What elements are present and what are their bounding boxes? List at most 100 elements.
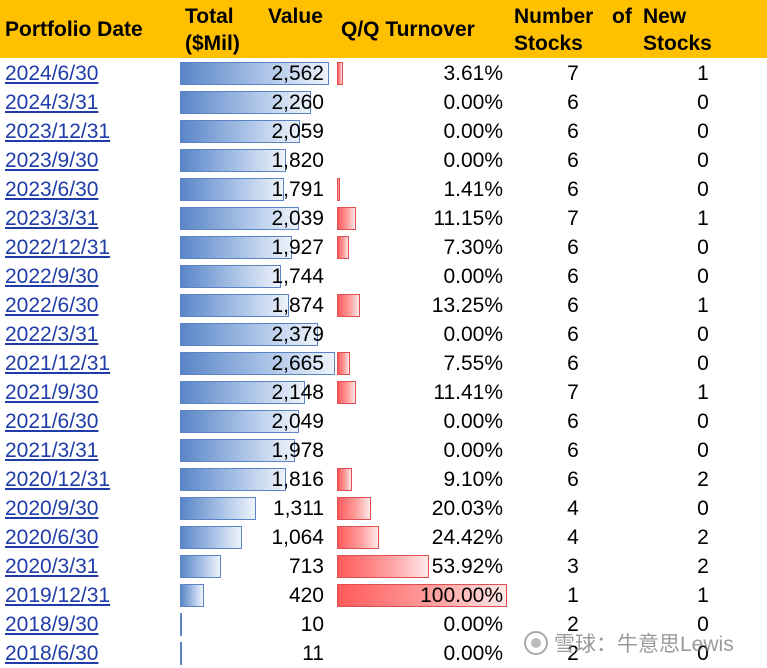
portfolio-date-link[interactable]: 2019/12/31 [5, 584, 111, 607]
portfolio-date-link[interactable]: 2024/6/30 [5, 62, 99, 85]
turnover-value: 11.41% [433, 381, 503, 404]
table-row: 2021/3/31 1,978 0.00% 6 0 [0, 436, 767, 465]
number-of-stocks: 6 [567, 149, 579, 172]
portfolio-date-link[interactable]: 2018/6/30 [5, 642, 99, 665]
total-value: 1,816 [271, 468, 324, 491]
portfolio-date-link[interactable]: 2021/12/31 [5, 352, 111, 375]
turnover-value: 0.00% [443, 439, 503, 462]
table-row: 2024/3/31 2,260 0.00% 6 0 [0, 88, 767, 117]
number-of-stocks: 6 [567, 265, 579, 288]
header-turnover: Q/Q Turnover [341, 18, 475, 41]
turnover-value: 0.00% [443, 120, 503, 143]
watermark: 雪球：牛意思Lewis [524, 626, 734, 660]
turnover-value: 13.25% [431, 294, 503, 317]
value-bar [180, 526, 242, 549]
turnover-value: 0.00% [443, 410, 503, 433]
value-bar [180, 178, 284, 201]
portfolio-date-link[interactable]: 2021/6/30 [5, 410, 99, 433]
turnover-value: 11.15% [433, 207, 503, 230]
number-of-stocks: 7 [567, 62, 579, 85]
value-bar [180, 439, 295, 462]
turnover-bar [337, 468, 352, 491]
turnover-value: 24.42% [431, 526, 503, 549]
value-bar [180, 207, 299, 230]
turnover-bar [337, 497, 371, 520]
table-row: 2023/6/30 1,791 1.41% 6 0 [0, 175, 767, 204]
new-stocks: 0 [697, 178, 709, 201]
table-row: 2021/9/30 2,148 11.41% 7 1 [0, 378, 767, 407]
table-row: 2022/6/30 1,874 13.25% 6 1 [0, 291, 767, 320]
header-stocks: Stocks [514, 32, 583, 55]
turnover-value: 3.61% [443, 62, 503, 85]
total-value: 713 [288, 555, 324, 578]
turnover-value: 7.30% [443, 236, 503, 259]
new-stocks: 0 [697, 642, 709, 665]
portfolio-date-link[interactable]: 2021/9/30 [5, 381, 99, 404]
new-stocks: 0 [697, 120, 709, 143]
portfolio-date-link[interactable]: 2022/3/31 [5, 323, 99, 346]
total-value: 2,039 [271, 207, 324, 230]
number-of-stocks: 4 [567, 526, 579, 549]
watermark-text: 雪球：牛意思Lewis [554, 633, 734, 656]
table-row: 2021/6/30 2,049 0.00% 6 0 [0, 407, 767, 436]
portfolio-date-link[interactable]: 2021/3/31 [5, 439, 99, 462]
number-of-stocks: 4 [567, 497, 579, 520]
value-bar [180, 91, 311, 114]
value-bar [180, 642, 182, 665]
turnover-bar [337, 62, 343, 85]
table-row: 2020/3/31 713 53.92% 3 2 [0, 552, 767, 581]
value-bar [180, 381, 305, 404]
number-of-stocks: 6 [567, 439, 579, 462]
turnover-value: 53.92% [431, 555, 503, 578]
portfolio-date-link[interactable]: 2023/9/30 [5, 149, 99, 172]
header-new-stocks: Stocks [643, 32, 712, 55]
portfolio-date-link[interactable]: 2022/6/30 [5, 294, 99, 317]
value-bar [180, 120, 300, 143]
table-row: 2022/3/31 2,379 0.00% 6 0 [0, 320, 767, 349]
new-stocks: 2 [697, 468, 709, 491]
total-value: 1,874 [271, 294, 324, 317]
portfolio-date-link[interactable]: 2018/9/30 [5, 613, 99, 636]
number-of-stocks: 6 [567, 178, 579, 201]
value-bar [180, 613, 182, 636]
total-value: 2,049 [271, 410, 324, 433]
value-bar [180, 468, 286, 491]
portfolio-date-link[interactable]: 2023/3/31 [5, 207, 99, 230]
number-of-stocks: 6 [567, 468, 579, 491]
portfolio-date-link[interactable]: 2022/12/31 [5, 236, 111, 259]
turnover-value: 9.10% [443, 468, 503, 491]
portfolio-date-link[interactable]: 2020/9/30 [5, 497, 99, 520]
new-stocks: 0 [697, 323, 709, 346]
table-row: 2024/6/30 2,562 3.61% 7 1 [0, 59, 767, 88]
header-total: Total [185, 5, 234, 28]
new-stocks: 1 [697, 381, 709, 404]
snowball-logo-icon [524, 631, 548, 655]
turnover-bar [337, 178, 340, 201]
new-stocks: 0 [697, 439, 709, 462]
value-bar [180, 352, 335, 375]
table-row: 2020/12/31 1,816 9.10% 6 2 [0, 465, 767, 494]
header-number: Number [514, 5, 594, 28]
new-stocks: 1 [697, 207, 709, 230]
new-stocks: 2 [697, 526, 709, 549]
portfolio-date-link[interactable]: 2020/3/31 [5, 555, 99, 578]
total-value: 1,791 [271, 178, 324, 201]
table-row: 2023/3/31 2,039 11.15% 7 1 [0, 204, 767, 233]
table-header: Portfolio Date Total Value ($Mil) Q/Q Tu… [0, 0, 767, 58]
value-bar [180, 584, 204, 607]
table-row: 2020/9/30 1,311 20.03% 4 0 [0, 494, 767, 523]
total-value: 420 [288, 584, 324, 607]
header-value: Value [268, 5, 323, 28]
portfolio-date-link[interactable]: 2022/9/30 [5, 265, 99, 288]
value-bar [180, 149, 286, 172]
number-of-stocks: 6 [567, 120, 579, 143]
portfolio-date-link[interactable]: 2023/12/31 [5, 120, 111, 143]
number-of-stocks: 1 [567, 584, 579, 607]
portfolio-date-link[interactable]: 2023/6/30 [5, 178, 99, 201]
total-value: 1,927 [271, 236, 324, 259]
table-row: 2023/12/31 2,059 0.00% 6 0 [0, 117, 767, 146]
header-portfolio-date: Portfolio Date [5, 18, 143, 41]
portfolio-date-link[interactable]: 2024/3/31 [5, 91, 99, 114]
portfolio-date-link[interactable]: 2020/6/30 [5, 526, 99, 549]
portfolio-date-link[interactable]: 2020/12/31 [5, 468, 111, 491]
